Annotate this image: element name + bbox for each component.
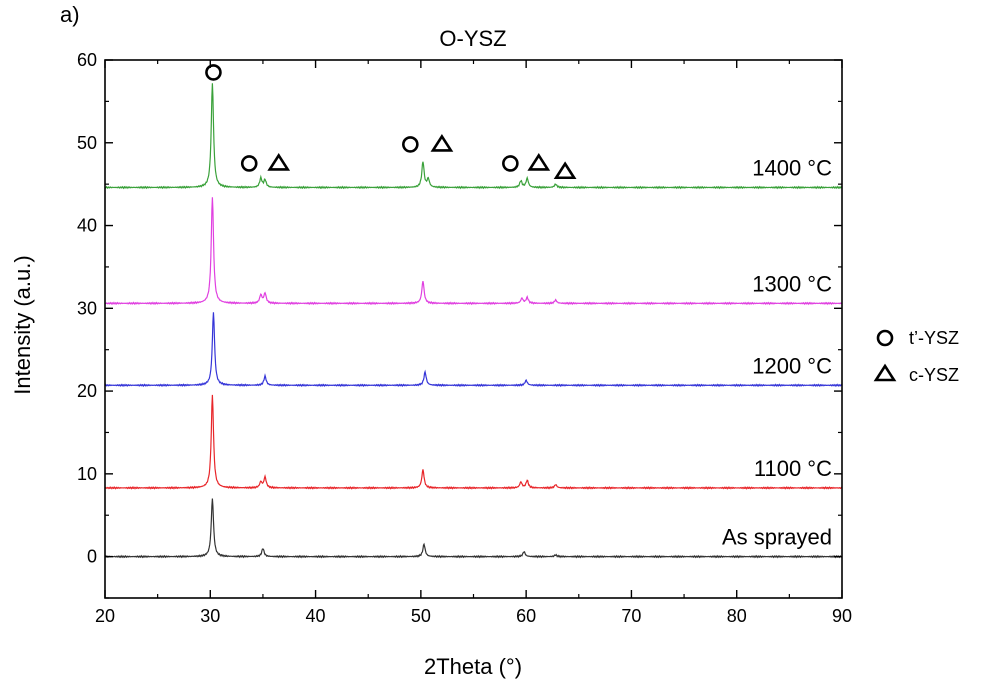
series-layer: As sprayed 1100 °C 1200 °C 1300 °C 1400 °C <box>104 83 843 559</box>
axes-layer: 20 30 40 50 60 70 80 90 0 10 20 30 40 50 60 <box>77 50 852 626</box>
chart-title: O-YSZ <box>439 26 506 51</box>
circle-marker <box>502 155 519 172</box>
legend-label-t-ysz: t’-YSZ <box>909 328 959 348</box>
panel-label: a) <box>60 2 80 27</box>
x-tick-label: 50 <box>411 606 431 626</box>
y-tick-label: 10 <box>77 464 97 484</box>
plot-frame <box>104 59 843 599</box>
series-line <box>104 197 843 306</box>
x-tick-label: 80 <box>727 606 747 626</box>
triangle-marker <box>553 161 577 180</box>
y-tick-label: 30 <box>77 298 97 318</box>
series-label: 1100 °C <box>754 456 832 481</box>
y-axis-title: Intensity (a.u.) <box>10 255 35 394</box>
phase-marker-layer <box>205 64 577 180</box>
circle-marker <box>240 155 258 172</box>
series-line <box>104 394 843 490</box>
triangle-icon <box>873 363 897 382</box>
x-axis-title: 2Theta (°) <box>424 654 522 679</box>
y-tick-label: 50 <box>77 133 97 153</box>
triangle-marker <box>430 134 454 152</box>
y-tick-label: 20 <box>77 381 97 401</box>
circle-marker <box>402 136 419 153</box>
series-label: 1400 °C <box>752 155 832 180</box>
y-tick-label: 40 <box>77 216 97 236</box>
triangle-marker <box>527 153 551 171</box>
circle-marker <box>205 64 222 81</box>
x-tick-label: 40 <box>306 606 326 626</box>
x-tick-label: 20 <box>95 606 115 626</box>
series-line <box>104 498 843 559</box>
legend: t’-YSZ c-YSZ <box>873 328 959 385</box>
triangle-marker <box>267 153 291 171</box>
series-label: 1300 °C <box>752 271 832 296</box>
y-tick-label: 0 <box>87 547 97 567</box>
legend-label-c-ysz: c-YSZ <box>909 365 959 385</box>
x-tick-label: 70 <box>621 606 641 626</box>
x-tick-label: 60 <box>516 606 536 626</box>
series-label: 1200 °C <box>752 353 832 378</box>
series-label: As sprayed <box>722 525 832 550</box>
x-tick-label: 30 <box>200 606 220 626</box>
x-tick-label: 90 <box>832 606 852 626</box>
circle-icon <box>876 329 894 347</box>
series-line <box>104 312 843 388</box>
series-line <box>104 83 843 190</box>
y-tick-label: 60 <box>77 50 97 70</box>
